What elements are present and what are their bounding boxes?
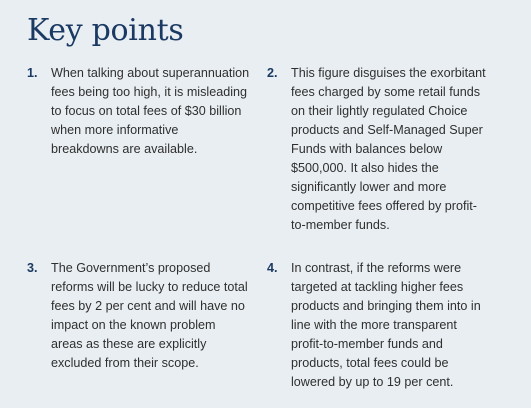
text-line: on their lightly regulated Choice	[291, 104, 468, 118]
text-line: impact on the known problem	[51, 318, 216, 332]
text-line: significantly lower and more	[291, 180, 447, 194]
text-line: $500,000. It also hides the	[291, 161, 439, 175]
text-line: products, total fees could be	[291, 356, 449, 370]
text-line: fees by 2 per cent and will have no	[51, 299, 245, 313]
text-line: areas as these are explicitly	[51, 337, 207, 351]
key-point-number: 3.	[27, 261, 38, 275]
text-line: line with the more transparent	[291, 318, 457, 332]
text-line: lowered by up to 19 per cent.	[291, 375, 454, 389]
text-line: reforms will be lucky to reduce total	[51, 280, 248, 294]
page-title: Key points	[27, 13, 184, 48]
text-line: competitive fees offered by profit-	[291, 199, 477, 213]
text-line: products and Self-Managed Super	[291, 123, 483, 137]
key-point-text: When talking about superannuation fees b…	[51, 64, 269, 159]
key-point-text: This figure disguises the exorbitant fee…	[291, 64, 503, 235]
text-line: when more informative	[51, 123, 179, 137]
key-point-text: In contrast, if the reforms were targete…	[291, 259, 503, 392]
text-line: targeted at tackling higher fees	[291, 280, 464, 294]
text-line: breakdowns are available.	[51, 142, 198, 156]
text-line: to focus on total fees of $30 billion	[51, 104, 242, 118]
text-line: The Government’s proposed	[51, 261, 211, 275]
text-line: Funds with balances below	[291, 142, 443, 156]
text-line: In contrast, if the reforms were	[291, 261, 462, 275]
key-point-text: The Government’s proposed reforms will b…	[51, 259, 269, 373]
text-line: fees charged by some retail funds	[291, 85, 481, 99]
key-point-number: 4.	[267, 261, 278, 275]
text-line: This figure disguises the exorbitant	[291, 66, 486, 80]
text-line: to-member funds.	[291, 218, 390, 232]
key-point-number: 2.	[267, 66, 278, 80]
text-line: fees being too high, it is misleading	[51, 85, 248, 99]
text-line: When talking about superannuation	[51, 66, 250, 80]
key-point-number: 1.	[27, 66, 38, 80]
text-line: excluded from their scope.	[51, 356, 199, 370]
text-line: profit-to-member funds and	[291, 337, 443, 351]
text-line: products and bringing them into in	[291, 299, 481, 313]
